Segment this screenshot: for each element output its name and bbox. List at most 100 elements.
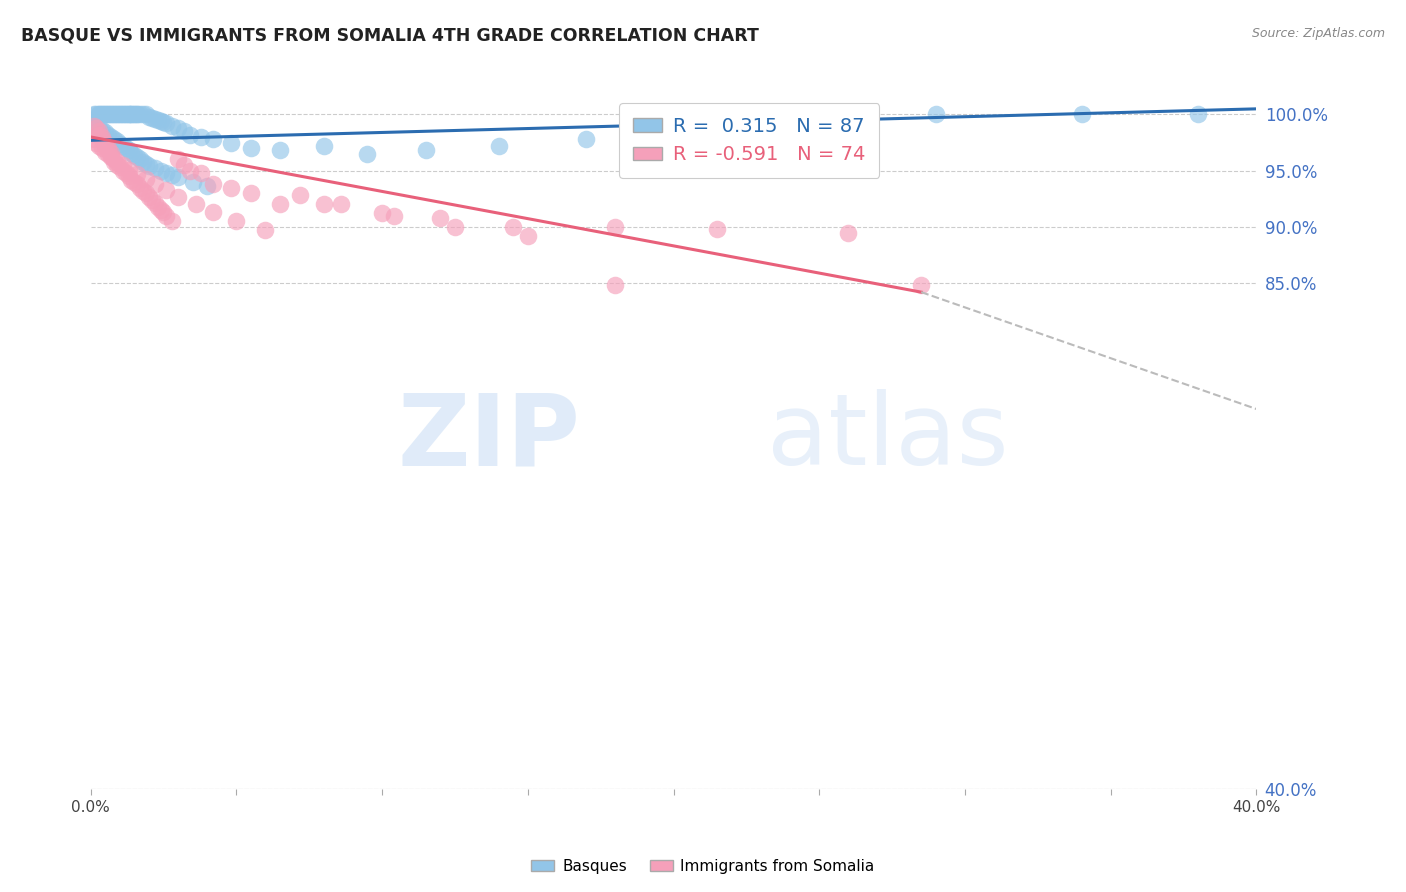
Point (312, 197, 335, 211)
Point (662, 141, 685, 155)
Point (89, 124, 111, 138)
Point (111, 139, 134, 153)
Point (120, 107, 142, 121)
Point (97, 141, 120, 155)
Point (190, 166, 212, 180)
Text: ZIP: ZIP (398, 389, 581, 486)
Point (605, 278, 627, 293)
Point (179, 163, 201, 178)
Point (149, 114, 172, 128)
Point (910, 278, 932, 293)
Point (97, 128, 120, 142)
Point (127, 167, 149, 181)
Point (91, 130, 114, 145)
Point (89, 139, 111, 153)
Point (155, 183, 177, 197)
Point (97, 146, 120, 161)
Point (94, 107, 117, 121)
Point (239, 141, 262, 155)
Point (146, 113, 169, 128)
Point (94, 136, 117, 150)
Point (167, 153, 190, 167)
Point (86, 120, 108, 135)
Point (89, 128, 111, 142)
Text: atlas: atlas (766, 389, 1008, 486)
Point (120, 145, 142, 160)
Point (356, 146, 378, 161)
Point (103, 153, 125, 167)
Point (111, 158, 134, 172)
Point (105, 135, 128, 149)
Point (488, 139, 510, 153)
Point (91, 123, 114, 137)
Point (86, 136, 108, 150)
Point (195, 179, 218, 194)
Point (132, 154, 155, 169)
Point (129, 107, 152, 121)
Point (91, 132, 114, 146)
Point (103, 107, 125, 121)
Point (1187, 107, 1209, 121)
Point (138, 159, 160, 173)
Point (124, 107, 146, 121)
Point (100, 107, 122, 121)
Point (239, 186, 262, 201)
Point (152, 205, 174, 219)
Point (141, 193, 163, 207)
Point (429, 211, 451, 225)
Point (124, 148, 146, 162)
Point (94, 126, 117, 140)
Point (202, 177, 225, 191)
Point (114, 141, 136, 155)
Point (132, 107, 155, 121)
Point (143, 196, 166, 211)
Point (83, 119, 105, 133)
Point (100, 145, 122, 160)
Point (706, 222, 728, 236)
Point (155, 166, 177, 180)
Point (143, 177, 166, 191)
Point (89, 120, 111, 135)
Point (141, 111, 163, 125)
Point (114, 107, 136, 121)
Point (155, 116, 177, 130)
Point (100, 130, 122, 145)
Point (575, 132, 598, 146)
Point (149, 163, 172, 178)
Text: Source: ZipAtlas.com: Source: ZipAtlas.com (1251, 27, 1385, 40)
Point (94, 145, 117, 159)
Point (117, 169, 139, 184)
Point (1070, 107, 1092, 121)
Point (91, 141, 114, 155)
Point (143, 112, 166, 126)
Point (173, 124, 195, 138)
Point (181, 175, 204, 189)
Point (120, 172, 142, 186)
Point (117, 144, 139, 158)
Point (179, 128, 201, 142)
Point (127, 177, 149, 191)
Point (105, 107, 128, 121)
Point (105, 107, 128, 121)
Point (108, 107, 131, 121)
Point (117, 162, 139, 177)
Point (127, 150, 149, 164)
Y-axis label: 4th Grade: 4th Grade (0, 403, 7, 473)
Text: BASQUE VS IMMIGRANTS FROM SOMALIA 4TH GRADE CORRELATION CHART: BASQUE VS IMMIGRANTS FROM SOMALIA 4TH GR… (21, 27, 759, 45)
Point (143, 161, 166, 176)
Point (190, 130, 212, 145)
Point (312, 139, 335, 153)
Point (91, 107, 114, 121)
Point (100, 107, 122, 121)
Point (114, 166, 136, 180)
Point (269, 144, 291, 158)
Point (382, 209, 405, 223)
Point (135, 107, 157, 121)
Point (108, 136, 131, 151)
Legend: R =  0.315   N = 87, R = -0.591   N = 74: R = 0.315 N = 87, R = -0.591 N = 74 (619, 103, 880, 178)
Point (184, 197, 207, 211)
Point (152, 115, 174, 129)
Point (120, 107, 142, 121)
Point (105, 158, 128, 172)
Point (138, 110, 160, 124)
